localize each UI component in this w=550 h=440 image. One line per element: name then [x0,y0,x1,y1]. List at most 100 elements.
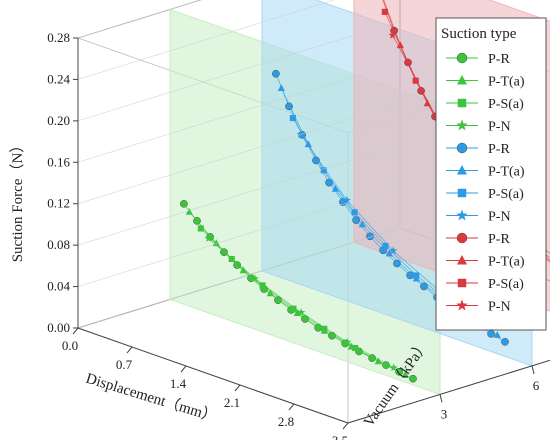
z-gridline [77,20,401,122]
data-point [331,185,339,192]
data-point [413,272,420,279]
data-point [493,331,501,338]
legend-marker-star [456,209,468,221]
data-point [296,129,305,138]
x-tick-mark [288,403,295,411]
z-tick-label: 0.08 [47,237,70,252]
data-point [228,255,235,263]
z-tick-label: 0.04 [47,279,70,294]
x-tick-mark [180,365,187,373]
data-point [272,69,280,78]
y-axis-line [347,359,550,424]
legend-title: Suction type [441,26,517,42]
legend-label: P-S(a) [488,187,524,202]
y-tick-mark [531,365,535,374]
data-point [342,195,351,204]
data-point [185,208,193,215]
legend-marker-square [457,188,467,198]
data-point [389,363,398,372]
data-point [320,167,327,174]
legend-label: P-N [488,210,511,225]
data-point [180,200,188,208]
z-gridline [77,0,202,39]
legend-label: P-S(a) [488,97,524,112]
z-tick-label: 0.24 [47,71,70,86]
data-point [501,338,509,346]
series-p-s-a--vacuum-3 [197,225,390,369]
data-point [409,374,417,383]
y-tick-label: 3 [441,406,448,421]
x-axis-line [77,327,349,424]
legend-marker-triangle [457,255,467,265]
z-tick-label: 0.28 [47,30,70,45]
data-point [233,261,241,269]
data-point [412,77,419,84]
data-point [389,246,398,255]
x-tick-label: 0.0 [62,338,78,353]
data-point [277,84,285,91]
z-axis-title: Suction Force（N） [9,138,26,263]
data-point [204,234,213,242]
x-tick-mark [72,327,79,335]
z-gridline [77,0,335,80]
z-tick-label: 0.00 [47,320,70,335]
legend-marker-triangle [457,75,467,85]
data-point [382,362,390,369]
data-point [352,344,359,352]
legend-marker-square [457,278,467,288]
z-tick-label: 0.16 [47,154,70,169]
y-tick-label: 6 [533,378,540,393]
x-tick-label: 3.5 [332,433,348,440]
legend-label: P-T(a) [488,75,525,90]
data-point [382,242,389,249]
data-point [358,220,366,228]
legend-marker-circle [456,232,468,244]
legend-marker-triangle [457,165,467,175]
z-tick-label: 0.12 [47,196,70,211]
data-point [197,225,204,232]
data-point [321,325,328,332]
legend-marker-circle [456,142,468,154]
legend-label: P-N [488,120,511,135]
legend-marker-circle [456,52,468,64]
y-tick-mark [439,394,443,403]
legend-label: P-R [488,232,510,247]
legend-label: P-R [488,142,510,157]
legend-box [435,17,547,331]
z-gridline [77,186,401,287]
legend-label: P-T(a) [488,255,525,270]
data-point [297,308,306,316]
x-tick-label: 0.7 [116,357,133,372]
data-point [239,266,247,274]
legend-label: P-N [488,300,511,315]
x-tick-label: 2.1 [224,395,240,410]
data-point [351,209,358,216]
z-gridline [77,227,401,329]
x-tick-mark [126,346,133,354]
legend: Suction type P-R P-T(a) P-S(a) P-N P-R P-T(a)… [435,17,547,331]
data-point [388,30,397,39]
data-point [289,115,296,122]
data-point [250,274,259,282]
x-axis-title: Displacement（mm） [84,370,219,426]
x-tick-mark [234,384,241,392]
data-point [259,282,266,289]
z-gridline [77,62,401,163]
z-gridline [77,103,401,204]
legend-label: P-T(a) [488,165,525,180]
series-p-t-a--vacuum-6 [277,84,501,338]
legend-marker-star [456,299,468,311]
series-p-n-vacuum-3 [204,234,398,372]
legend-label: P-R [488,52,510,67]
data-point [420,282,428,291]
x-tick-label: 1.4 [170,376,187,391]
data-point [385,249,393,257]
legend-marker-square [457,98,467,108]
x-tick-label: 2.8 [278,414,294,429]
legend-label: P-S(a) [488,277,524,292]
data-point [381,8,388,15]
x-tick-mark [342,422,349,430]
data-point [401,371,409,378]
legend-marker-star [456,119,468,131]
